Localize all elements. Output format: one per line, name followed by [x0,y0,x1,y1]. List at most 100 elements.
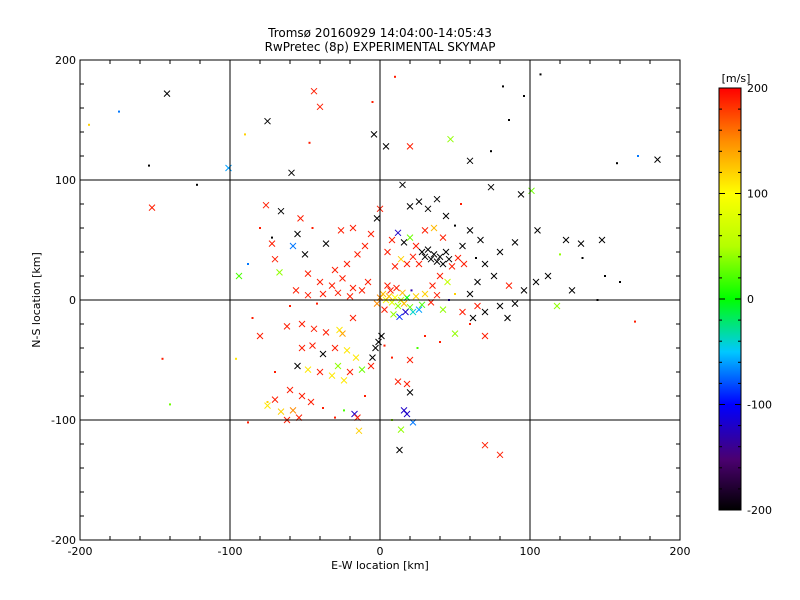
data-point-cross [409,253,417,261]
data-point-cross [367,230,375,238]
data-point-cross [331,344,339,352]
data-point-cross [412,242,420,250]
cross-stroke [487,183,495,191]
data-point-cross [466,290,474,298]
cross-stroke [397,426,405,433]
cross-stroke [334,289,342,297]
x-tick-label: 0 [377,545,384,558]
data-point-cross [459,242,466,250]
data-point-cross [304,270,312,277]
cross-stroke [553,302,561,310]
data-point-cross [390,311,397,318]
data-point-dot [259,227,261,229]
data-point-cross [477,236,484,244]
cross-stroke [379,290,387,298]
cross-stroke [568,287,576,294]
cross-stroke [415,260,423,268]
cross-stroke [349,284,357,292]
data-point-dot [316,302,318,305]
cross-stroke [367,362,375,370]
cross-stroke [504,314,511,322]
data-point-dot [196,183,198,186]
data-point-cross [439,234,447,241]
cross-stroke [385,293,393,300]
data-point-dot [322,407,324,409]
cross-stroke [490,272,498,280]
y-tick-label: -200 [51,534,76,547]
data-point-cross [505,282,513,289]
cross-stroke [340,377,348,384]
cross-stroke [427,255,435,263]
data-point-cross [375,338,382,346]
cross-stroke [277,207,285,215]
cross-stroke [598,236,606,244]
data-point-cross [319,350,327,358]
data-point-dot [616,162,618,165]
data-point-cross [487,183,495,191]
data-point-cross [439,260,447,268]
data-point-cross [403,410,411,418]
data-point-cross [367,362,375,370]
data-point-cross [288,169,295,177]
data-point-cross [562,236,570,244]
cross-stroke [384,248,391,256]
cross-stroke [439,234,447,241]
data-point-cross [406,356,414,364]
cross-stroke [466,227,474,234]
cross-stroke [298,320,306,328]
data-point-cross [394,378,402,385]
data-point-cross [406,143,414,150]
colorbar-label: [m/s] [722,72,751,85]
data-point-cross [400,239,408,246]
cross-stroke [349,314,357,322]
data-point-cross [373,300,381,307]
cross-stroke [298,344,306,352]
cross-stroke [412,242,420,250]
cross-stroke [355,427,363,435]
data-point-cross [433,258,441,265]
cross-stroke [421,290,429,298]
cross-stroke [370,131,378,138]
cross-stroke [448,263,456,270]
y-axis-label: N-S location [km] [30,252,43,348]
cross-stroke [406,356,414,364]
data-point-cross [369,354,376,361]
data-point-cross [460,260,468,268]
cross-stroke [400,239,408,246]
cross-stroke [402,308,409,316]
cross-stroke [394,378,402,385]
cross-stroke [520,287,528,294]
data-point-cross [277,408,285,415]
data-point-dot [394,75,396,78]
data-point-cross [415,198,423,205]
data-point-dot [169,403,171,406]
chart-subtitle: RwPretec (8p) EXPERIMENTAL SKYMAP [265,40,496,54]
cross-stroke [367,230,375,238]
data-point-cross [598,236,606,244]
data-point-dot [469,323,471,325]
data-point-dot [460,203,462,205]
data-point-cross [415,260,423,268]
cross-stroke [399,289,406,297]
data-point-cross [334,289,342,297]
data-point-cross [517,191,525,198]
cross-stroke [381,306,388,313]
data-point-dot [289,305,291,307]
data-point-cross [276,269,283,276]
cross-stroke [264,402,271,409]
data-point-cross [406,389,414,396]
data-point-cross [298,392,306,400]
cross-stroke [310,325,318,333]
data-point-cross [268,240,276,247]
cross-stroke [276,269,283,276]
data-point-cross [403,260,411,268]
data-point-cross [385,293,393,300]
cross-stroke [301,251,309,258]
data-point-cross [421,290,429,298]
data-point-cross [436,272,444,280]
cross-stroke [294,230,301,238]
data-point-cross [568,287,576,294]
data-point-cross [304,291,312,299]
data-point-cross [331,266,339,274]
cross-stroke [466,157,474,165]
